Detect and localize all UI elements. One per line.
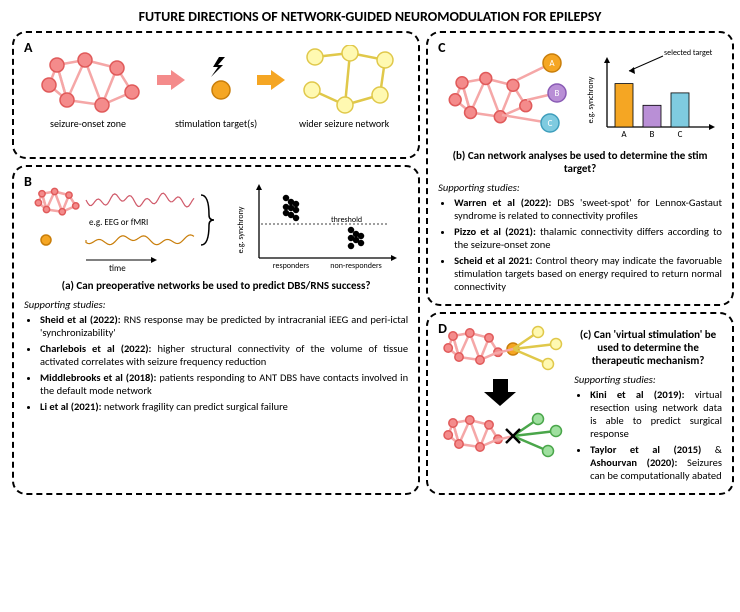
panel-c: C A B C e.g. synchrony A B Cselected target (… [426,31,734,306]
svg-text:A: A [549,58,555,69]
panel-d-question: (c) Can 'virtual stimulation' be used to… [574,328,722,367]
svg-text:time: time [109,263,126,274]
caption-stim: stimulation target(s) [153,117,280,130]
wider-network-icon [300,45,400,115]
svg-text:responders: responders [273,261,309,271]
arrow-icon [157,70,185,90]
panel-a: A seizure-onset zone stimulation target(… [12,31,420,159]
svg-text:selected target: selected target [664,48,713,58]
svg-text:B: B [554,88,559,99]
svg-text:e.g. synchrony: e.g. synchrony [236,206,246,253]
panel-b: B e.g. EEG or fMRI time e.g. synchrony thr… [12,165,420,495]
panel-b-label: B [24,173,32,190]
page-title: FUTURE DIRECTIONS OF NETWORK-GUIDED NEUR… [12,8,728,25]
svg-text:C: C [547,118,552,129]
stim-target-icon [201,55,241,105]
panel-c-label: C [438,39,445,56]
studies-list-c: Warren et al (2022): DBS 'sweet-spot' fo… [438,196,722,293]
arrow-icon [257,70,285,90]
panel-a-label: A [24,39,32,56]
svg-text:threshold: threshold [331,215,362,225]
svg-text:B: B [649,129,654,140]
studies-list-d: Kini et al (2019): virtual resection usi… [574,388,722,482]
studies-list-b: Sheid et al (2022): RNS response may be … [24,313,408,413]
svg-text:e.g. synchrony: e.g. synchrony [586,76,596,123]
svg-text:non-responders: non-responders [330,261,381,271]
soz-network-icon [32,45,142,115]
virtual-stim-icon [438,324,568,474]
svg-text:C: C [677,129,682,140]
panel-d: D (c) Can 'virtual stimulation' be used … [426,312,734,495]
caption-soz: seizure-onset zone [25,117,152,130]
svg-text:e.g. EEG or fMRI: e.g. EEG or fMRI [89,217,148,228]
panel-grid: A seizure-onset zone stimulation target(… [12,31,728,495]
panel-d-label: D [438,320,447,337]
scatter-chart: e.g. synchrony threshold responders non-res… [231,180,401,280]
caption-wider: wider seizure network [281,117,408,130]
network-targets-icon: A B C [442,45,572,145]
support-header: Supporting studies: [24,298,408,311]
panel-c-question: (b) Can network analyses be used to dete… [438,149,722,175]
panel-b-question: (a) Can preoperative networks be used to… [24,279,408,292]
bar-chart: e.g. synchrony A B Cselected target [579,45,719,145]
signals-icon: e.g. EEG or fMRI time [31,185,216,275]
support-header: Supporting studies: [574,373,722,386]
svg-text:A: A [621,129,627,140]
support-header: Supporting studies: [438,181,722,194]
